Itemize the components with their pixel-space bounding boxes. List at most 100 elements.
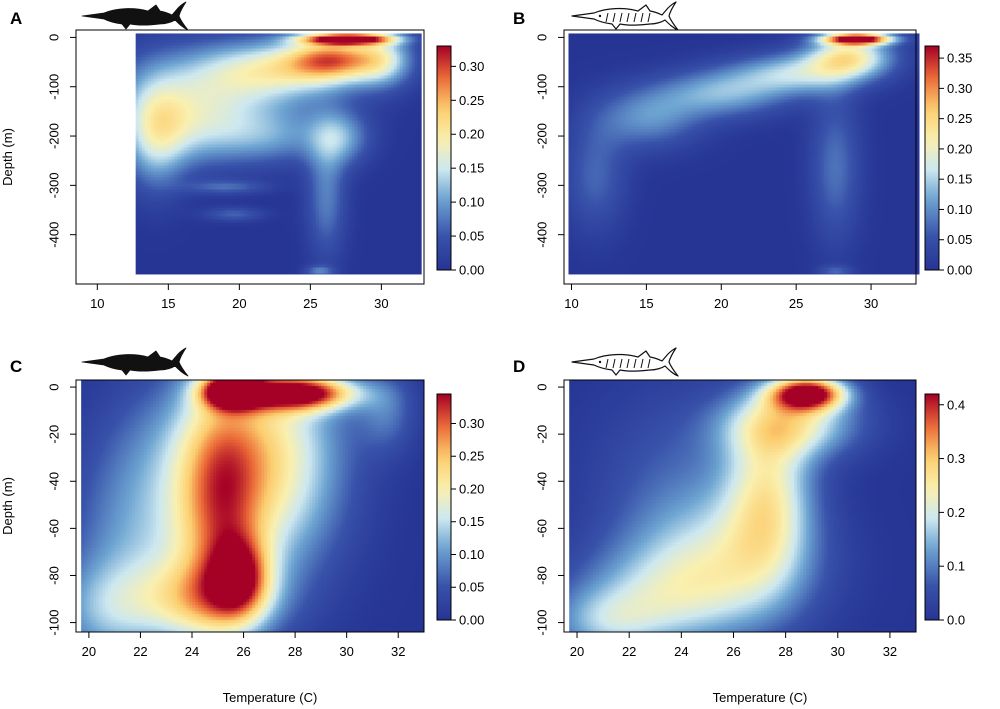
y-tick-label: 0 <box>535 383 550 390</box>
y-axis-label: Depth (m) <box>0 477 15 535</box>
y-tick-label: 0 <box>47 34 62 41</box>
y-tick-label: -400 <box>535 222 550 248</box>
heatmap-field <box>135 33 422 275</box>
marlin-eye <box>598 14 602 18</box>
x-tick-label: 30 <box>864 296 878 311</box>
marlin-striped-outline-icon <box>571 1 679 31</box>
marlin-stripe <box>633 12 637 23</box>
marlin-striped-outline-icon <box>571 347 679 377</box>
marlin-stripe <box>640 12 644 23</box>
marlin-body <box>81 1 189 31</box>
x-tick-label: 28 <box>778 644 792 659</box>
colorbar-tick-label: 0.25 <box>947 111 972 126</box>
x-tick-label: 24 <box>674 644 688 659</box>
y-tick-label: -200 <box>47 123 62 149</box>
y-tick-label: -100 <box>535 74 550 100</box>
heatmap-field <box>569 380 917 632</box>
y-tick-label: 0 <box>535 34 550 41</box>
marlin-stripe <box>619 12 623 23</box>
colorbar-tick-label: 0.2 <box>947 505 965 520</box>
colorbar-tick-label: 0.10 <box>459 195 484 210</box>
marlin-stripe <box>640 358 644 369</box>
colorbar-tick-label: 0.30 <box>459 59 484 74</box>
x-tick-label: 30 <box>374 296 388 311</box>
y-tick-label: -40 <box>47 472 62 491</box>
marlin-body <box>571 347 679 377</box>
colorbar-tick-label: 0.05 <box>459 580 484 595</box>
colorbar-tick-label: 0.10 <box>459 547 484 562</box>
x-tick-label: 10 <box>90 296 104 311</box>
plot-frame <box>563 29 917 285</box>
plot-frame <box>563 379 917 633</box>
panel-d: 20 22 24 26 28 30 32 0 -20 -40 -60 -80 -100 Temperatu… <box>513 347 965 705</box>
x-tick-label: 26 <box>726 644 740 659</box>
y-tick-label: -100 <box>47 74 62 100</box>
marlin-body <box>571 1 679 31</box>
colorbar-tick-label: 0.20 <box>459 481 484 496</box>
colorbar-tick-label: 0.10 <box>947 202 972 217</box>
marlin-silhouette-black-icon <box>81 1 189 31</box>
y-tick-label: -60 <box>47 519 62 538</box>
colorbar-tick-label: 0.3 <box>947 451 965 466</box>
marlin-stripe <box>647 12 651 23</box>
x-tick-label: 32 <box>391 644 405 659</box>
y-tick-label: -400 <box>47 222 62 248</box>
x-tick-label: 10 <box>564 296 578 311</box>
colorbar-tick-label: 0.25 <box>459 449 484 464</box>
colorbar-tick-label: 0.30 <box>459 416 484 431</box>
colorbar-tick-label: 0.20 <box>947 141 972 156</box>
panel-label: D <box>513 357 525 376</box>
x-tick-label: 30 <box>339 644 353 659</box>
y-tick-label: -300 <box>535 172 550 198</box>
marlin-body <box>81 347 189 377</box>
plot-frame <box>75 379 425 633</box>
colorbar-tick-label: 0.05 <box>459 229 484 244</box>
marlin-stripe <box>626 12 630 23</box>
x-tick-label: 30 <box>831 644 845 659</box>
colorbar-tick-label: 0.00 <box>459 613 484 628</box>
marlin-silhouette-black-icon <box>81 347 189 377</box>
panel-label: A <box>10 9 22 28</box>
marlin-stripe <box>619 358 623 369</box>
marlin-stripe <box>626 358 630 369</box>
colorbar <box>924 393 940 621</box>
y-tick-label: -80 <box>535 566 550 585</box>
x-tick-label: 15 <box>161 296 175 311</box>
x-tick-label: 20 <box>232 296 246 311</box>
y-tick-label: 0 <box>47 383 62 390</box>
x-tick-label: 22 <box>133 644 147 659</box>
y-tick-label: -300 <box>47 172 62 198</box>
colorbar <box>436 393 452 621</box>
colorbar-tick-label: 0.20 <box>459 127 484 142</box>
x-tick-label: 22 <box>622 644 636 659</box>
colorbar-tick-label: 0.00 <box>459 263 484 278</box>
panel-label: C <box>10 357 22 376</box>
x-axis-label: Temperature (C) <box>713 690 808 705</box>
marlin-stripe <box>605 358 609 369</box>
x-tick-label: 15 <box>639 296 653 311</box>
colorbar-tick-label: 0.1 <box>947 559 965 574</box>
marlin-stripe <box>612 12 616 23</box>
x-tick-label: 32 <box>883 644 897 659</box>
marlin-eye <box>598 360 602 364</box>
marlin-stripe <box>612 358 616 369</box>
colorbar-tick-label: 0.00 <box>947 263 972 278</box>
x-tick-label: 25 <box>789 296 803 311</box>
y-tick-label: -20 <box>47 425 62 444</box>
panel-label: B <box>513 9 525 28</box>
panel-a: 10 15 20 25 30 0 -100 -200 -300 -400 Depth (m) A 0.3… <box>0 1 484 311</box>
y-tick-label: -60 <box>535 519 550 538</box>
colorbar <box>924 45 940 271</box>
x-tick-label: 20 <box>82 644 96 659</box>
colorbar <box>436 45 452 271</box>
colorbar-tick-label: 0.30 <box>947 81 972 96</box>
y-axis-label: Depth (m) <box>0 128 15 186</box>
x-tick-label: 24 <box>185 644 199 659</box>
x-tick-label: 20 <box>570 644 584 659</box>
colorbar-tick-label: 0.4 <box>947 397 965 412</box>
x-tick-label: 25 <box>303 296 317 311</box>
panel-c: 20 22 24 26 28 30 32 0 -20 -40 -60 -80 -100 Depth (m)… <box>0 347 484 705</box>
colorbar-tick-label: 0.05 <box>947 232 972 247</box>
heatmap-field <box>568 33 920 275</box>
